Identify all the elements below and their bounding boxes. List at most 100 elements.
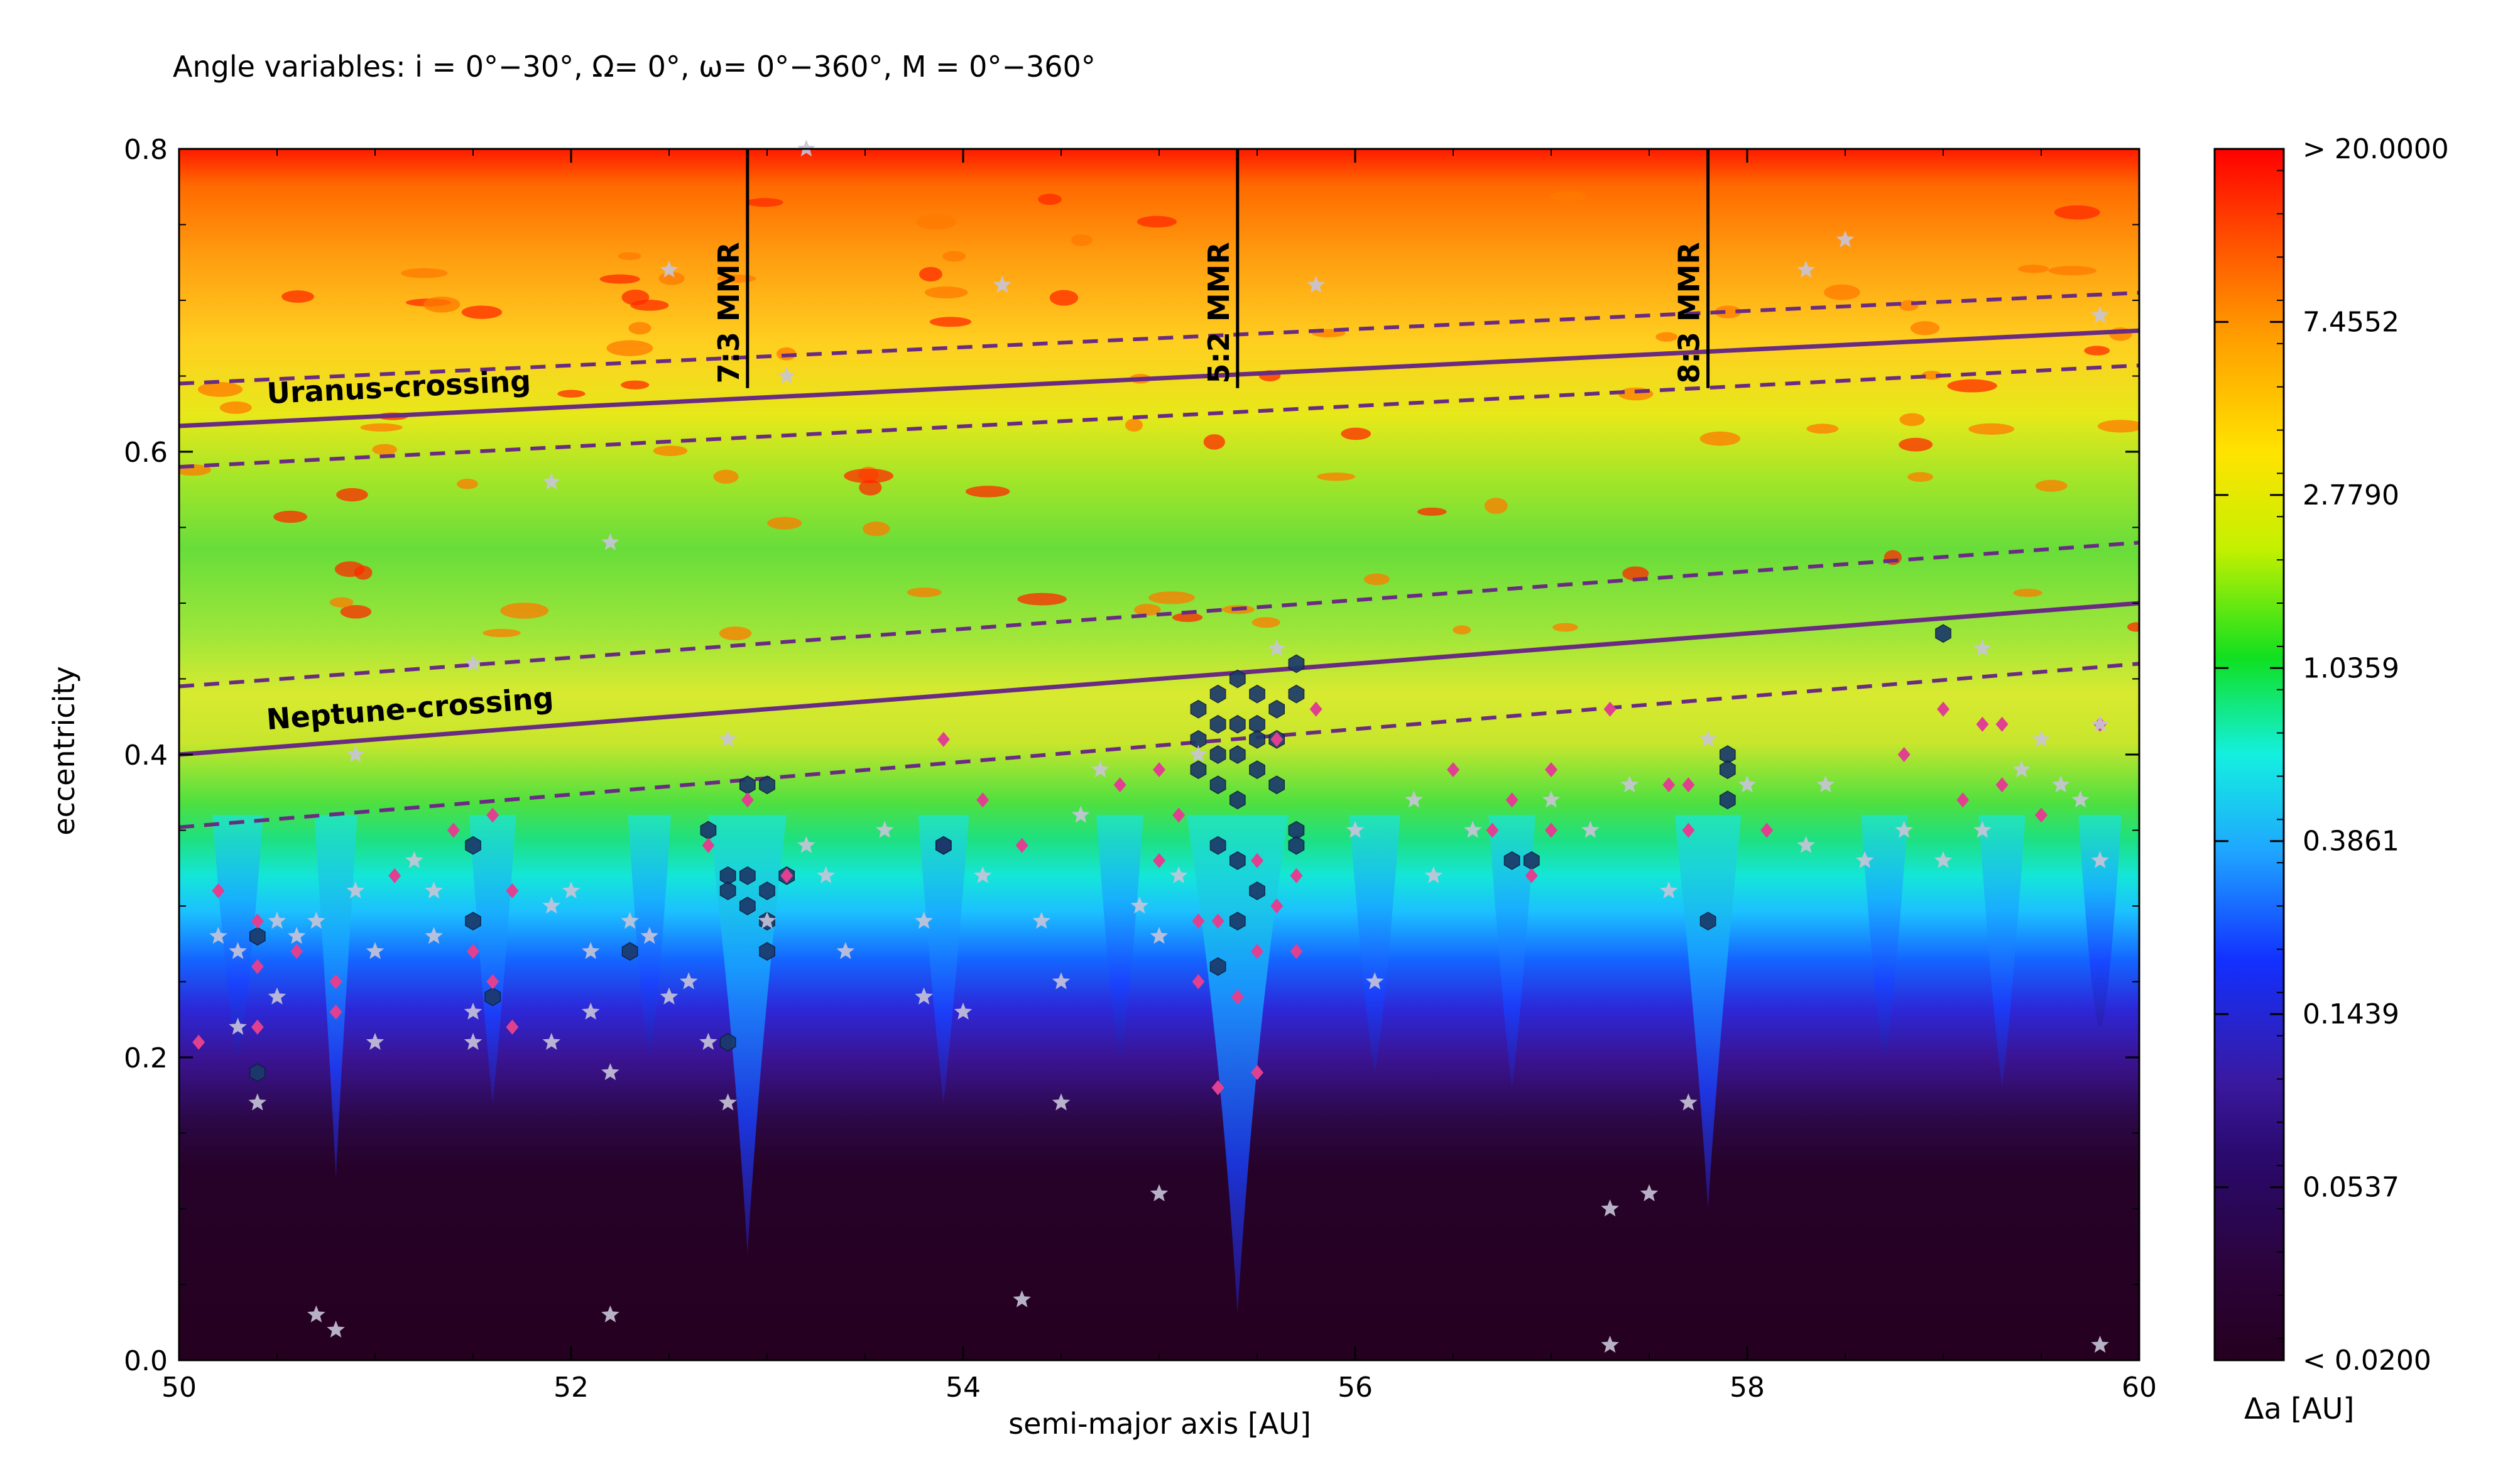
diamond-marker <box>1153 762 1165 778</box>
star-marker <box>2091 306 2109 324</box>
star-marker <box>268 987 286 1005</box>
star-marker <box>248 1093 267 1111</box>
star-marker <box>1679 1093 1698 1111</box>
star-marker <box>464 1002 483 1020</box>
colorbar <box>2213 148 2285 1361</box>
resonance-label: 5:2 MMR <box>1202 242 1236 383</box>
hexagon-marker <box>1719 760 1736 779</box>
hexagon-marker <box>1190 699 1207 719</box>
colorbar-tick-label: 0.1439 <box>2303 998 2399 1030</box>
hexagon-marker <box>1209 745 1226 764</box>
chaos-blob <box>942 251 966 262</box>
chaos-blob <box>628 322 652 335</box>
chaos-blob <box>599 274 640 284</box>
star-marker <box>797 836 815 853</box>
star-marker <box>1150 1184 1169 1201</box>
star-marker <box>719 1093 737 1111</box>
chaos-blob <box>2013 589 2042 597</box>
colorbar-ticks: > 20.0000 7.4552 2.7790 1.0359 0.3861 0.1439 0… <box>2215 133 2449 1377</box>
chaos-blob <box>907 587 942 597</box>
star-marker <box>915 987 933 1005</box>
chaos-blob <box>1484 498 1508 515</box>
y-tick-label: 0.6 <box>124 437 168 469</box>
diamond-marker <box>1192 914 1205 929</box>
chaos-blob <box>423 297 461 313</box>
star-marker <box>660 987 679 1005</box>
x-tick-label: 50 <box>161 1372 197 1404</box>
diamond-marker <box>1447 762 1459 778</box>
chaos-blob <box>1203 434 1225 450</box>
chaos-blob <box>1071 234 1093 246</box>
chaos-blob <box>360 423 403 432</box>
colorbar-tick-label: 0.0537 <box>2303 1172 2399 1204</box>
star-marker <box>2091 714 2109 732</box>
hexagon-marker <box>1249 760 1265 779</box>
chaos-blob <box>1252 617 1280 628</box>
chaos-blob <box>767 516 802 530</box>
star-marker <box>993 275 1012 293</box>
hexagon-marker <box>1935 624 1951 643</box>
star-marker <box>1797 836 1815 853</box>
resonance-fan <box>1978 815 2026 1088</box>
diamond-marker <box>506 1019 519 1035</box>
diamond-marker <box>251 914 264 929</box>
hexagon-marker <box>1229 669 1246 689</box>
star-marker <box>1601 1335 1619 1353</box>
resonance-fan <box>1349 815 1400 1073</box>
chaos-blob <box>1363 573 1390 586</box>
colorbar-tick-label: 0.3861 <box>2303 826 2399 858</box>
diamond-marker <box>1172 807 1186 823</box>
star-marker <box>601 1063 619 1081</box>
axis-ticks: 50 52 54 56 58 60 0.0 0.2 0.4 0.6 0.8 <box>124 134 2157 1404</box>
x-tick-label: 60 <box>2122 1372 2157 1404</box>
star-marker <box>1189 745 1208 763</box>
chaos-blob <box>500 603 549 619</box>
chaos-blob <box>1947 379 1997 393</box>
hexagon-marker <box>1288 654 1305 674</box>
chaos-blob <box>916 214 957 230</box>
star-marker <box>1934 851 1953 868</box>
star-marker <box>464 1032 483 1050</box>
hexagon-marker <box>1268 699 1285 719</box>
diamond-marker <box>1153 853 1165 868</box>
diamond-marker <box>937 731 950 747</box>
hexagon-marker <box>465 912 481 930</box>
y-axis-label: eccentricity <box>47 666 81 835</box>
diamond-marker <box>1995 777 2009 793</box>
chaos-blob <box>621 380 650 390</box>
diamond-marker <box>329 1004 342 1020</box>
colorbar-tick-label: < 0.0200 <box>2303 1345 2431 1377</box>
diamond-marker <box>467 944 479 959</box>
diamond-marker <box>1505 792 1519 808</box>
star-marker <box>2051 775 2070 793</box>
star-marker <box>1013 1290 1031 1307</box>
diamond-marker <box>1270 731 1284 747</box>
star-marker <box>1973 639 1992 657</box>
star-marker <box>1424 866 1443 883</box>
hexagon-marker <box>759 881 775 900</box>
star-marker <box>1365 972 1384 990</box>
chaos-blob <box>606 340 653 356</box>
star-marker <box>954 1002 973 1020</box>
star-marker <box>2012 760 2031 778</box>
chaos-blob <box>1907 472 1933 482</box>
crossing-line <box>178 328 2140 428</box>
star-marker <box>973 866 992 883</box>
resonance-fans <box>212 815 2122 1315</box>
chaos-blob <box>1017 592 1067 606</box>
diamond-marker <box>1545 822 1557 838</box>
diamond-marker <box>1682 777 1695 793</box>
resonance-fan <box>1096 815 1144 1057</box>
star-marker <box>817 866 835 883</box>
chaos-blob <box>965 486 1010 498</box>
star-marker <box>1855 851 1874 868</box>
chaos-blob <box>197 381 243 397</box>
resonance-fan <box>2078 815 2122 1027</box>
diamond-marker <box>388 868 401 883</box>
hexagon-marker <box>1288 836 1305 855</box>
hexagon-marker <box>739 775 756 795</box>
star-marker <box>229 1017 247 1035</box>
hexagon-marker <box>719 881 736 900</box>
crossing-dashed-upper <box>178 290 2140 386</box>
